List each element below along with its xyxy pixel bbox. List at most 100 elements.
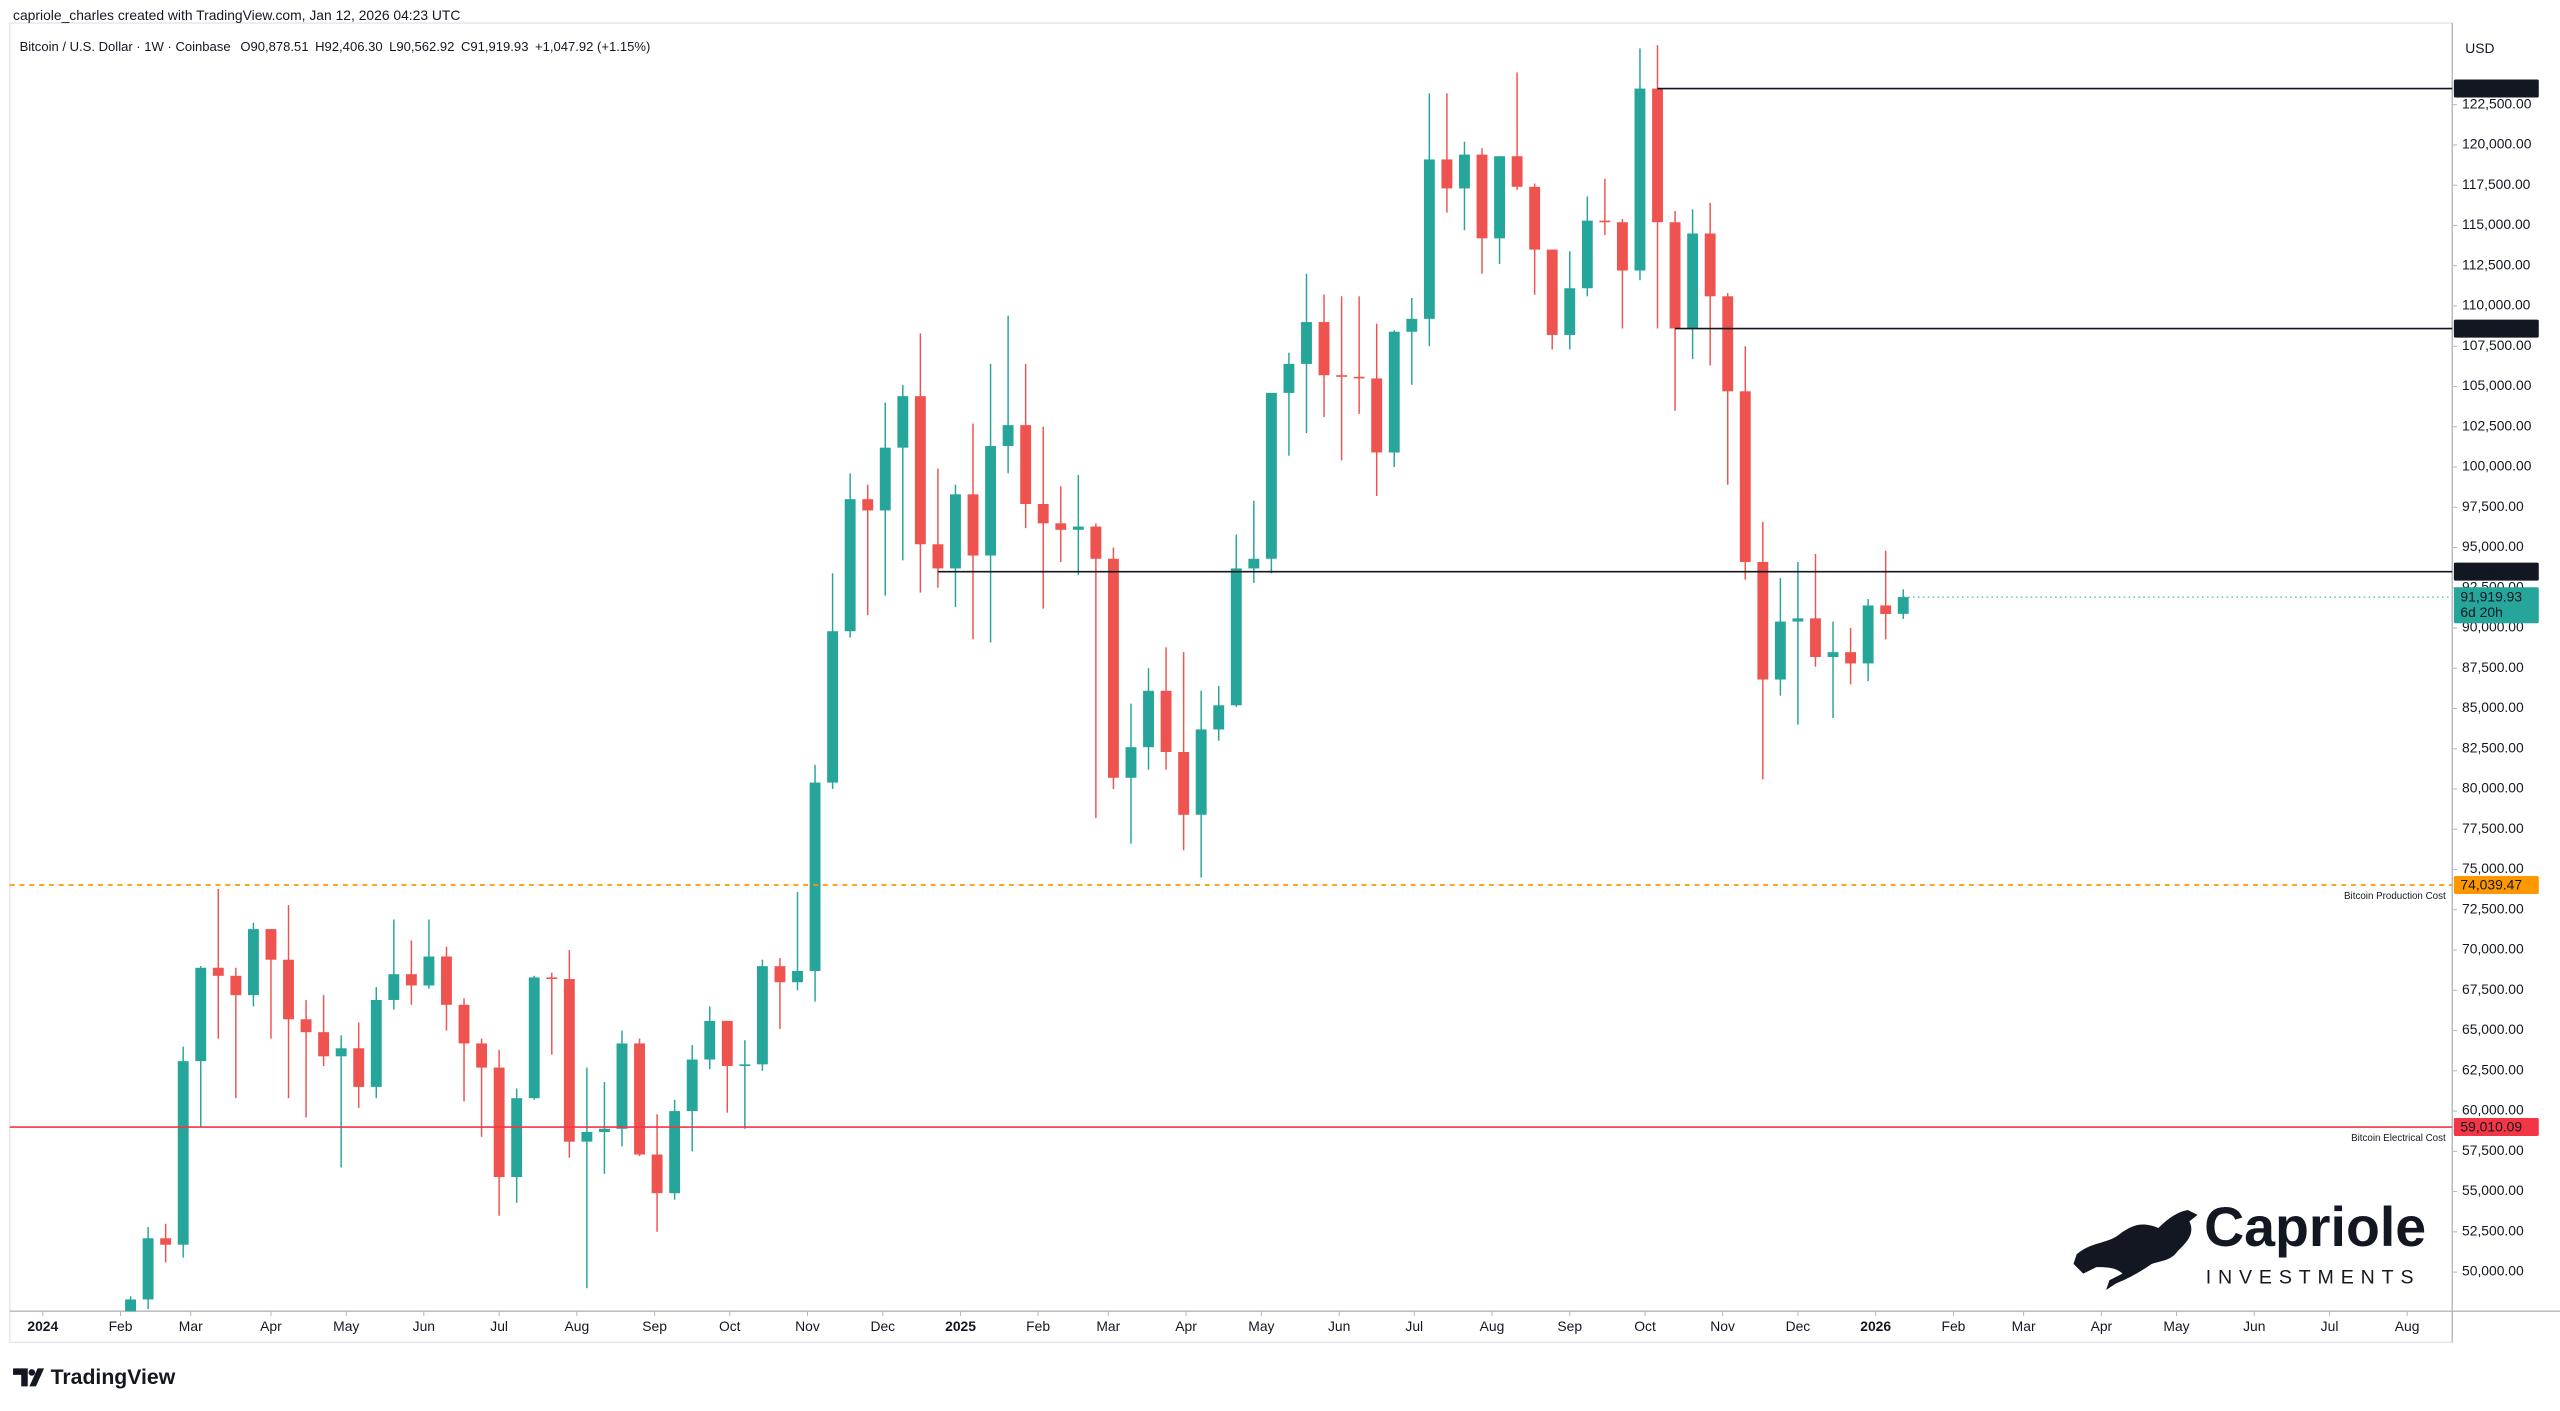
candle-body xyxy=(669,1111,681,1194)
countdown-label: 6d 20h xyxy=(2460,604,2502,620)
currency-label: USD xyxy=(2465,40,2494,56)
x-tick-label: Aug xyxy=(2395,1318,2420,1334)
x-tick-label: Sep xyxy=(642,1318,667,1334)
candle-body xyxy=(827,631,839,783)
y-tick-label: 72,500.00 xyxy=(2462,900,2524,916)
level-tag xyxy=(2453,1118,2539,1136)
candle-body xyxy=(370,999,382,1087)
level-name: Bitcoin Production Cost xyxy=(2344,891,2446,902)
ohlc-value: 90,562.92 xyxy=(396,39,454,54)
candle-body xyxy=(1195,729,1207,815)
candle-body xyxy=(1002,425,1014,447)
y-tick-label: 80,000.00 xyxy=(2462,780,2524,796)
candle-body xyxy=(335,1048,347,1057)
candle-body xyxy=(1564,288,1576,335)
candle-body xyxy=(1546,249,1558,335)
x-tick-label: Oct xyxy=(1634,1318,1656,1334)
y-tick-label: 62,500.00 xyxy=(2462,1061,2524,1077)
ohlc-key: O xyxy=(240,39,250,54)
candle-body xyxy=(511,1098,523,1178)
candle-body xyxy=(283,959,294,1020)
candle-body xyxy=(1581,220,1593,289)
candle-body xyxy=(897,396,909,448)
candle-body xyxy=(1301,322,1312,364)
candle-body xyxy=(756,966,768,1065)
ohlc-key: L xyxy=(389,39,396,54)
y-tick-label: 50,000.00 xyxy=(2462,1263,2524,1279)
ohlc-value: 92,406.30 xyxy=(325,39,383,54)
x-tick-label: Sep xyxy=(1557,1318,1582,1334)
y-tick-label: 65,000.00 xyxy=(2462,1021,2524,1037)
candle-body xyxy=(1669,222,1681,329)
y-tick-label: 97,500.00 xyxy=(2462,498,2524,514)
candle-body xyxy=(265,929,277,960)
last-price-label: 91,919.93 xyxy=(2460,589,2522,605)
y-tick-label: 70,000.00 xyxy=(2462,941,2524,957)
candle-body xyxy=(441,956,452,1005)
candle-body xyxy=(1739,391,1751,562)
y-tick-label: 100,000.00 xyxy=(2462,458,2532,474)
candle-body xyxy=(1616,222,1628,271)
candle-body xyxy=(1423,159,1435,319)
price-change: +1,047.92 (+1.15%) xyxy=(535,39,650,54)
y-tick-label: 55,000.00 xyxy=(2462,1182,2524,1198)
candle-body xyxy=(1107,558,1119,778)
x-tick-label: Feb xyxy=(1941,1318,1965,1334)
candle-body xyxy=(1248,558,1260,569)
candle-body xyxy=(1652,88,1663,223)
y-tick-label: 82,500.00 xyxy=(2462,739,2524,755)
y-tick-label: 120,000.00 xyxy=(2462,136,2532,152)
candle-body xyxy=(914,396,926,545)
candle-body xyxy=(1862,605,1874,664)
candle-body xyxy=(1476,154,1488,239)
logo-subtitle: INVESTMENTS xyxy=(2206,1267,2421,1289)
y-tick-label: 87,500.00 xyxy=(2462,659,2524,675)
candle-body xyxy=(353,1048,365,1087)
y-tick-label: 85,000.00 xyxy=(2462,699,2524,715)
candle-body xyxy=(1757,561,1769,680)
logo-name: Capriole xyxy=(2204,1196,2426,1258)
candle-body xyxy=(1125,747,1137,778)
candle-body xyxy=(1827,652,1839,657)
y-tick-label: 112,500.00 xyxy=(2462,256,2531,272)
candle-body xyxy=(195,967,207,1062)
candle-body xyxy=(388,974,400,1000)
candle-body xyxy=(160,1238,172,1245)
candle-body xyxy=(1634,88,1646,271)
x-tick-label: Apr xyxy=(260,1318,282,1334)
x-tick-label: Jun xyxy=(1328,1318,1350,1334)
x-tick-label: Mar xyxy=(2012,1318,2036,1334)
candle-body xyxy=(1441,159,1453,189)
candle-body xyxy=(1406,318,1418,332)
x-tick-label: Dec xyxy=(870,1318,895,1334)
x-tick-label: 2026 xyxy=(1860,1318,1891,1334)
candle-body xyxy=(423,956,435,986)
level-tag-label: 108,593.27 xyxy=(2460,320,2530,336)
candle-body xyxy=(634,1043,645,1155)
candle-body xyxy=(1213,705,1225,730)
candle-body xyxy=(950,494,961,569)
footer-logo xyxy=(13,1368,45,1387)
attribution: capriole_charles created with TradingVie… xyxy=(13,7,460,23)
candle-body xyxy=(1072,526,1084,530)
candle-body xyxy=(1792,618,1804,622)
candle-body xyxy=(1230,568,1242,706)
y-tick-label: 67,500.00 xyxy=(2462,981,2524,997)
x-tick-label: Oct xyxy=(719,1318,741,1334)
candle-body xyxy=(1529,186,1541,250)
candle-body xyxy=(318,1032,330,1057)
candle-body xyxy=(1143,690,1154,748)
candle-body xyxy=(721,1020,733,1066)
level-tag xyxy=(2453,79,2539,98)
candle-body xyxy=(704,1020,716,1060)
footer-logo-dot xyxy=(28,1369,36,1376)
x-tick-label: Apr xyxy=(2091,1318,2113,1334)
candle-body xyxy=(1599,220,1611,223)
candle-body xyxy=(1160,690,1172,752)
footer-brand: TradingView xyxy=(51,1366,176,1389)
candle-body xyxy=(581,1131,593,1142)
candle-body xyxy=(1704,233,1716,297)
